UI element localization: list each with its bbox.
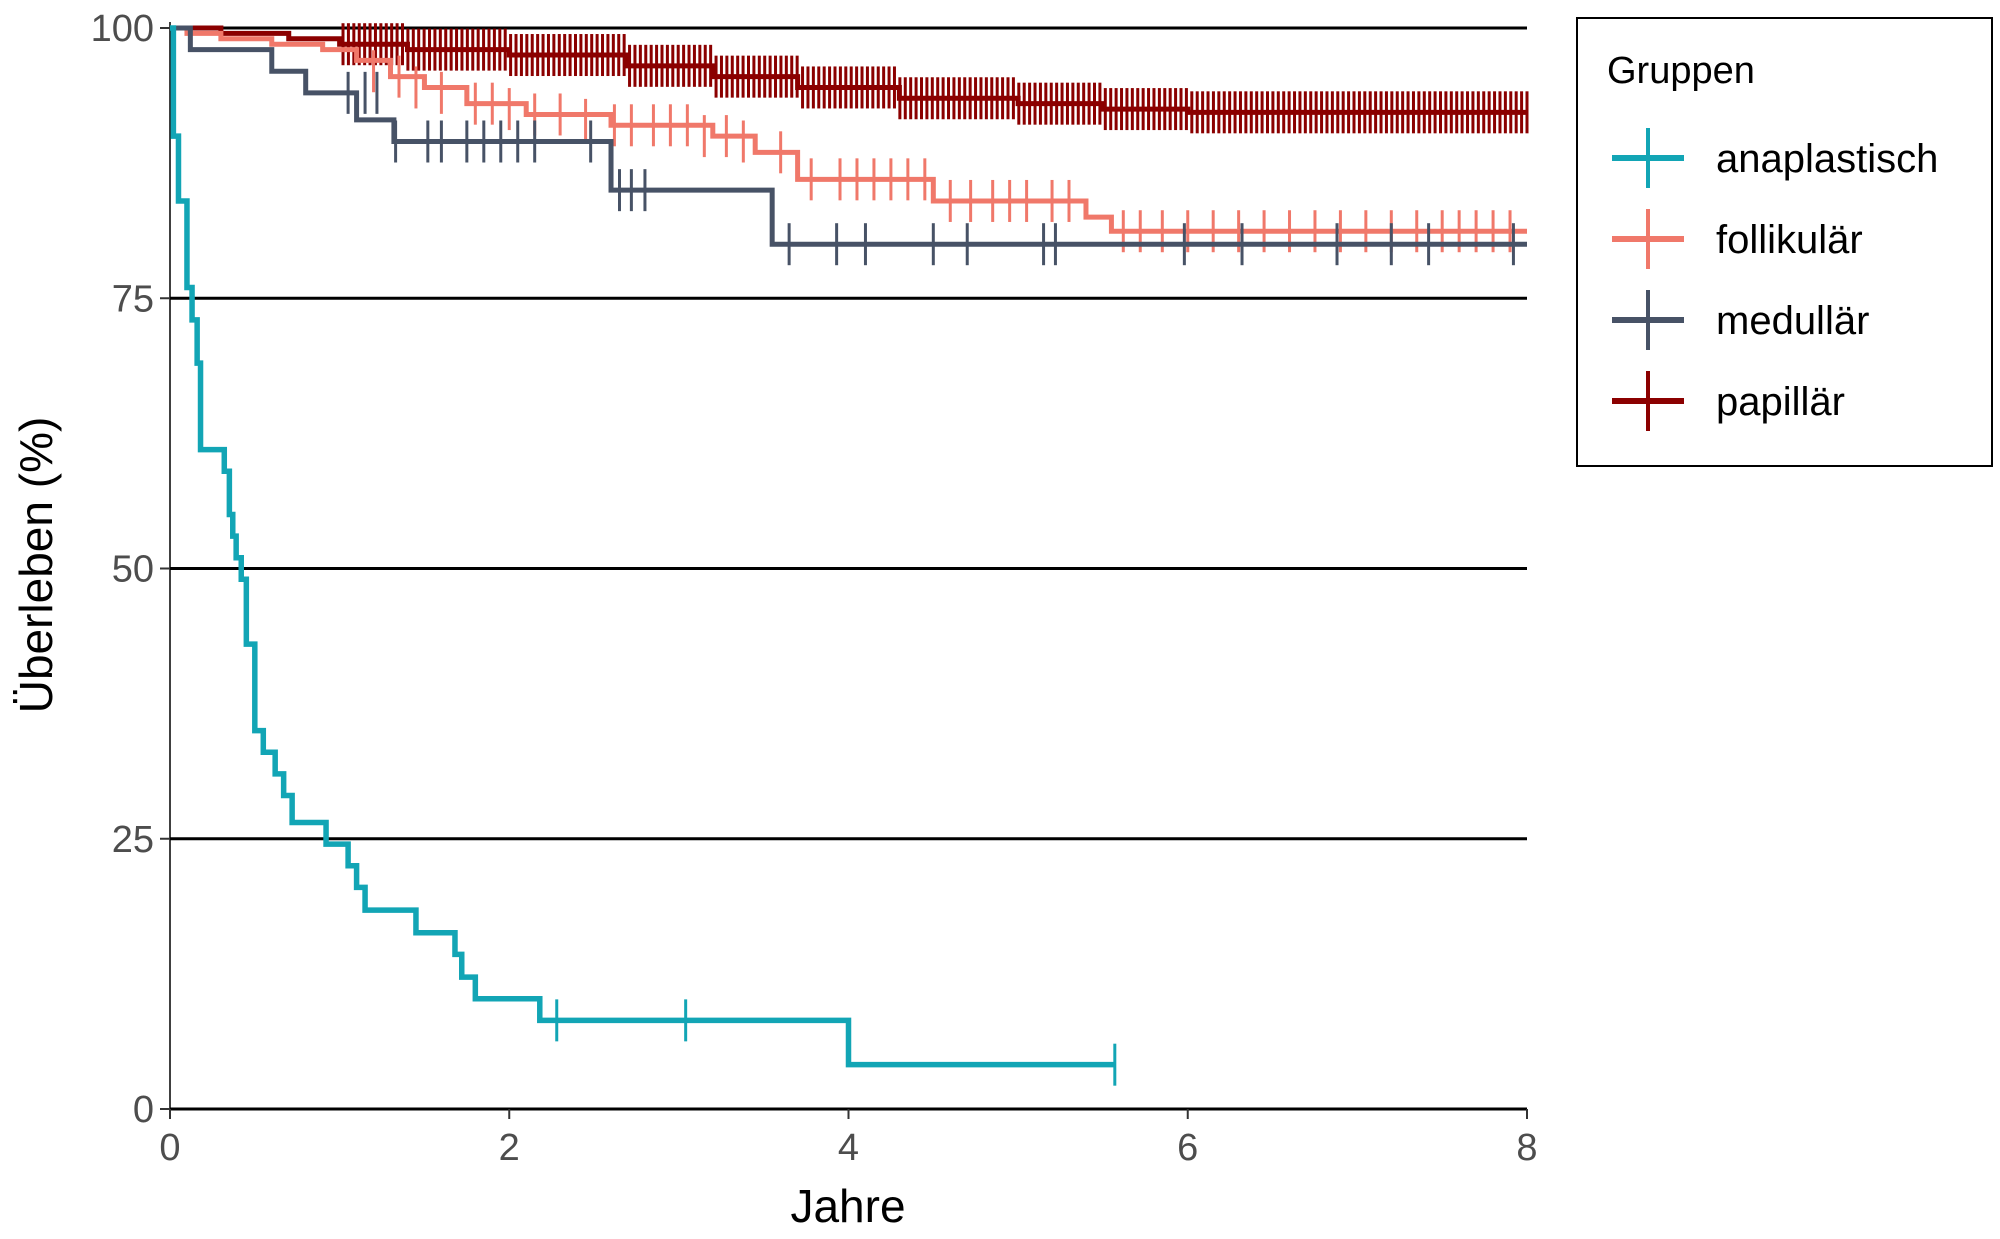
series-group [170,23,1529,1086]
series-anaplastisch [170,25,1117,1086]
legend-title: Gruppen [1607,50,1755,92]
y-tick-label: 50 [112,549,154,591]
legend-label: anaplastisch [1716,137,1938,181]
legend: Gruppen anaplastisch follikulär medullär pa… [1576,17,1993,467]
survival-curve-follikular [170,25,1527,234]
legend-label: follikulär [1716,218,1863,262]
axes [169,22,1527,1111]
x-axis-ticks: 0 2 4 6 8 [159,1109,1538,1169]
legend-label: papillär [1716,380,1845,424]
y-axis-title: Überleben (%) [10,417,62,714]
x-tick-label: 2 [499,1127,520,1169]
legend-items: anaplastisch follikulär medullär papillär [1612,128,1938,431]
grid-lines [170,26,1527,841]
survival-curve-anaplastisch [170,25,1115,1068]
y-tick-label: 25 [112,819,154,861]
series-follikular [170,25,1527,253]
survival-curve-medullar [170,25,1527,247]
legend-item: papillär [1612,371,1845,431]
x-tick-label: 6 [1177,1127,1198,1169]
legend-item: medullär [1612,290,1869,350]
y-tick-label: 75 [112,278,154,320]
y-axis-ticks: 0 25 50 75 100 [91,8,170,1131]
legend-label: medullär [1716,299,1869,343]
y-tick-label: 100 [91,8,154,50]
x-tick-label: 0 [159,1127,180,1169]
series-medullar [170,25,1527,266]
y-tick-label: 0 [133,1089,154,1131]
legend-item: follikulär [1612,209,1863,269]
x-tick-label: 4 [838,1127,859,1169]
x-tick-label: 8 [1516,1127,1537,1169]
x-axis-title: Jahre [790,1180,905,1232]
legend-item: anaplastisch [1612,128,1938,188]
